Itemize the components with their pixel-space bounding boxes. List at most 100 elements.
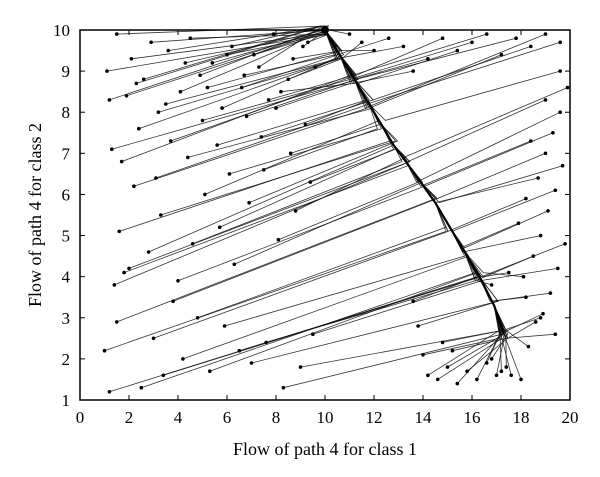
start-point [186,155,190,160]
start-point [178,89,183,94]
start-point [558,40,562,45]
start-point [401,44,406,49]
start-point [286,77,291,82]
start-point [489,283,494,287]
trajectory [324,29,531,101]
y-axis-ticks: 1 2 3 4 5 6 7 8 9 10 [53,21,570,410]
start-point [266,98,271,102]
start-point [475,377,479,382]
trajectory [199,25,330,76]
start-point [149,40,153,45]
start-point [154,176,158,180]
start-point [188,36,193,40]
trajectory [324,29,566,278]
start-point [115,32,119,36]
x-tick-label: 12 [366,408,383,427]
start-point [455,48,460,53]
start-point [274,106,278,110]
trajectory [324,29,503,364]
trajectory [221,29,337,109]
start-point [489,357,494,361]
start-point [499,369,504,374]
start-point [117,229,121,234]
start-point [484,32,489,36]
start-point [531,254,536,258]
trajectory [324,29,501,376]
trajectory [136,25,324,84]
start-point [548,291,553,295]
start-point [546,209,550,213]
start-point [264,340,269,345]
start-point [504,365,509,369]
start-point [450,348,455,353]
start-point [386,36,391,40]
x-tick-label: 2 [125,408,134,427]
y-axis-label: Flow of path 4 for class 2 [25,123,45,307]
start-point [538,233,543,238]
y-tick-label: 7 [62,144,71,163]
trajectory [253,33,324,56]
trajectory [324,29,522,380]
start-point [259,135,264,139]
start-point [105,69,109,73]
start-point [215,143,219,147]
trajectory [324,29,558,282]
trajectory [324,29,549,249]
trajectory [283,29,503,389]
start-point [288,151,293,156]
start-point [529,44,533,49]
start-point [524,295,528,300]
start-point [190,242,195,246]
start-point [239,85,244,90]
start-point [303,122,308,127]
start-point [137,126,141,131]
start-point [516,221,521,225]
start-point [156,110,161,114]
trajectories [104,25,568,393]
y-tick-label: 8 [62,103,71,122]
trajectory [266,29,476,343]
start-point [484,361,489,365]
start-point [195,316,200,320]
y-tick-label: 3 [62,309,71,328]
start-point [107,98,112,102]
trajectory [307,33,330,43]
trajectory [324,29,541,253]
start-point [298,365,303,369]
start-point [553,188,558,193]
start-point [276,237,281,242]
trajectory [224,29,466,327]
start-point [124,94,129,98]
start-point [445,365,450,369]
trajectory [143,25,322,80]
trajectory [160,29,397,216]
start-point [565,85,570,90]
start-point [563,242,567,246]
start-point [440,340,445,345]
start-point [134,81,139,86]
trajectory [180,29,328,93]
trajectory [128,29,411,269]
start-point [421,353,425,357]
start-point [210,61,215,65]
start-point [308,180,313,184]
y-tick-label: 1 [62,391,71,410]
start-point [247,200,251,205]
start-point [200,118,205,123]
start-point [181,357,185,361]
start-point [129,57,134,61]
start-point [242,73,246,77]
start-point [281,385,286,390]
trajectory [300,29,505,368]
start-point [560,163,565,168]
start-point [301,44,305,49]
trajectory [244,29,337,76]
x-tick-label: 20 [562,408,579,427]
start-point [217,225,222,230]
start-point [249,361,254,365]
start-point [208,369,212,374]
trajectory [109,29,478,393]
y-tick-label: 10 [53,21,70,40]
x-tick-label: 18 [513,408,530,427]
